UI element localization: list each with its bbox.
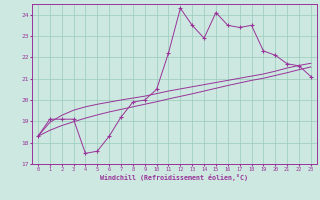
X-axis label: Windchill (Refroidissement éolien,°C): Windchill (Refroidissement éolien,°C) <box>100 174 248 181</box>
